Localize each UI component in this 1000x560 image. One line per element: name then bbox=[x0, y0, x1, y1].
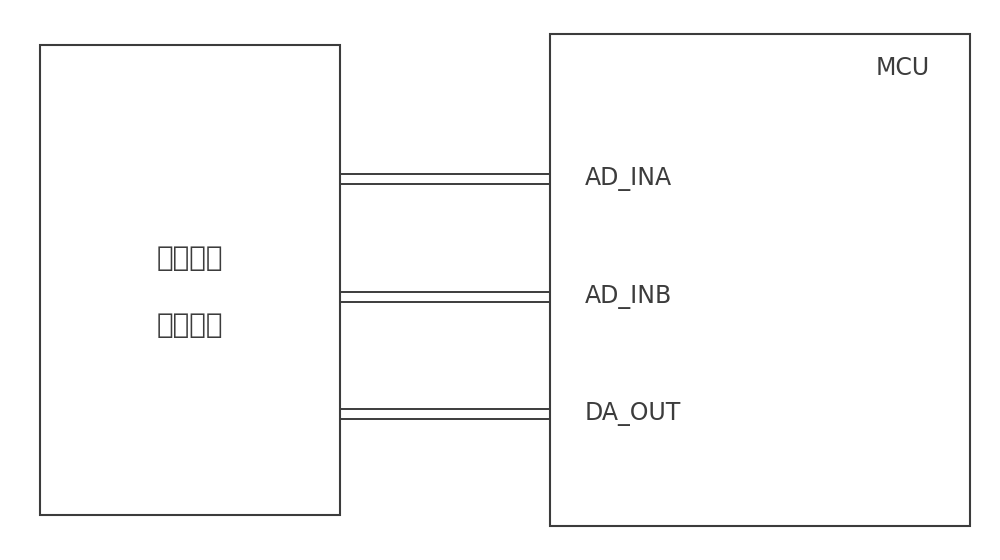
Bar bbox=[550, 34, 970, 526]
Text: AD_INB: AD_INB bbox=[585, 285, 672, 309]
Text: 一路信号: 一路信号 bbox=[157, 244, 223, 272]
Bar bbox=[40, 45, 340, 515]
Text: MCU: MCU bbox=[876, 56, 930, 80]
Text: 调理电路: 调理电路 bbox=[157, 311, 223, 339]
Text: DA_OUT: DA_OUT bbox=[585, 403, 681, 426]
Text: AD_INA: AD_INA bbox=[585, 167, 672, 191]
